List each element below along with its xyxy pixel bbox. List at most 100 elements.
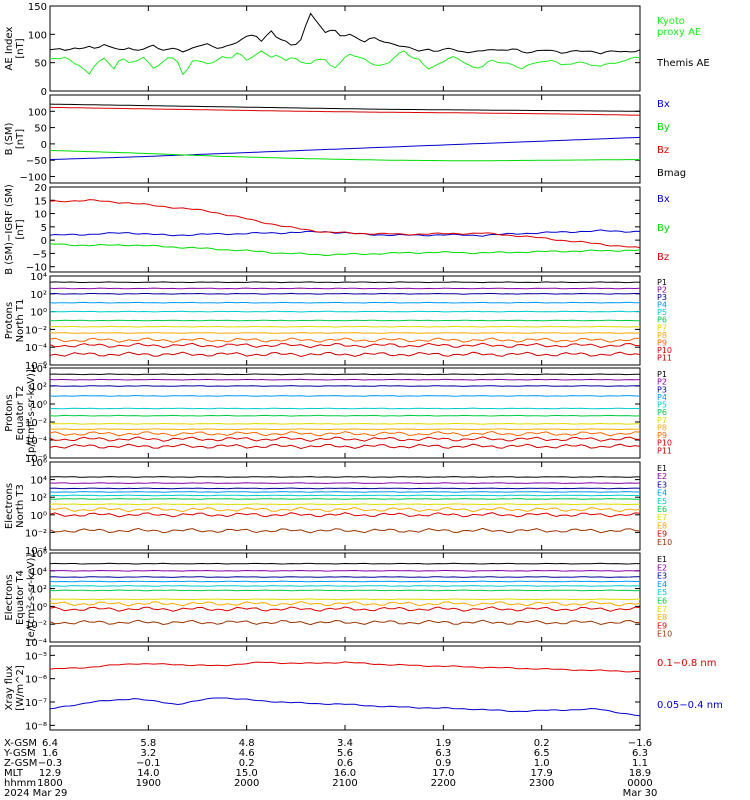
panel-frame: [49, 5, 641, 92]
ephemeris-value: 16.0: [334, 768, 356, 779]
legend-label: E6: [657, 597, 667, 606]
series-line: [49, 378, 641, 381]
ephemeris-value: 5.6: [337, 748, 353, 759]
series-line: [49, 149, 641, 162]
series-line: [49, 598, 640, 601]
legend-label: E2: [657, 563, 667, 572]
ephemeris-value: 12.9: [39, 768, 61, 779]
legend-label: E5: [657, 497, 667, 506]
legend-label: E7: [657, 513, 667, 522]
y-tick-label: 20: [34, 183, 47, 194]
y-tick-label: 10⁶: [30, 458, 47, 469]
ephemeris-value: −0.3: [38, 758, 62, 769]
y-axis-label: Xray flux: [4, 666, 15, 711]
y-axis-label: Equator T2: [15, 386, 26, 441]
series-line: [49, 482, 641, 485]
series-line: [49, 606, 641, 612]
ephemeris-value: 1.1: [632, 758, 648, 769]
legend-label: P3: [657, 385, 667, 394]
y-axis-label: Electrons: [4, 483, 15, 529]
series-line: [49, 103, 640, 112]
y-tick-label: 10⁻⁸: [25, 721, 47, 732]
series-line: [49, 498, 641, 500]
legend-label: E10: [657, 630, 672, 639]
y-tick-label: 10⁰: [30, 511, 47, 522]
legend-label: Bmag: [657, 168, 686, 179]
series-line: [49, 281, 641, 284]
series-line: [49, 301, 640, 304]
y-tick-label: 10⁴: [30, 364, 47, 375]
legend-label: By: [657, 223, 670, 234]
legend-label: E8: [657, 613, 667, 622]
series-line: [49, 243, 641, 257]
panel-4: 10⁴ 10² 10⁰ 10⁻² 10⁻⁴ 10⁻⁶ Protons North T1 P1P2…: [4, 272, 672, 372]
y-tick-label: 0: [41, 87, 47, 98]
legend-label: P2: [657, 378, 667, 387]
ephemeris-value: 3.4: [337, 738, 353, 749]
series-line: [49, 580, 640, 583]
y-axis-label: B (SM): [4, 122, 15, 155]
series-line: [49, 136, 641, 160]
ephemeris-value: Mar 30: [623, 788, 658, 799]
legend-label: E1: [657, 464, 667, 473]
y-axis-label: [p/(cm²-s-sr-keV)]: [26, 369, 37, 457]
ephemeris-value: 0.6: [337, 758, 353, 769]
legend-label: P9: [657, 338, 667, 347]
series-line: [49, 292, 641, 295]
legend-label: E5: [657, 588, 667, 597]
legend-label: E6: [657, 505, 667, 514]
y-tick-label: 10: [34, 210, 47, 221]
series-line: [49, 600, 641, 607]
ephemeris-value: 1.9: [435, 738, 451, 749]
series-line: [49, 395, 640, 397]
ephemeris-value: −1.6: [628, 738, 652, 749]
panel-3: 20 15 10 5 0 −5 −10 B (SM)−IGRF (SM) [nT] Bx By Bz: [4, 183, 670, 275]
panel-frame: [49, 367, 641, 459]
y-axis-label: Protons: [4, 394, 15, 431]
panel-5: 10⁴ 10² 10⁰ 10⁻² 10⁻⁴ 10⁻⁶ Protons Equator T2 [p…: [4, 364, 672, 465]
series-line: [49, 342, 641, 349]
y-tick-label: 10⁻²: [25, 620, 47, 631]
legend-label: P3: [657, 293, 667, 302]
y-tick-label: 10⁻²: [25, 418, 47, 429]
y-axis-label: Equator T4: [15, 570, 26, 625]
ephemeris-row-label: 2024: [4, 788, 29, 799]
y-tick-label: 50: [34, 59, 47, 70]
ephemeris-row-label: Y-GSM: [3, 748, 36, 759]
legend-label: 0.1−0.8 nm: [657, 658, 716, 669]
panel-8: 10⁻⁵ 10⁻⁶ 10⁻⁷ 10⁻⁸ Xray flux [W/m^2] 0.1−0.8 …: [4, 645, 723, 732]
legend-label: P6: [657, 408, 667, 417]
legend-label: P11: [657, 353, 672, 362]
legend-label: P1: [657, 370, 667, 379]
ephemeris-value: 6.3: [435, 748, 451, 759]
legend-label: P10: [657, 439, 672, 448]
ephemeris-value: 5.8: [140, 738, 156, 749]
legend-label: E2: [657, 472, 667, 481]
legend-label: E9: [657, 530, 667, 539]
series-line: [49, 443, 641, 450]
panel-frame: [49, 552, 641, 643]
series-line: [49, 287, 641, 290]
legend-label: E4: [657, 489, 667, 498]
series-line: [49, 385, 641, 387]
ephemeris-row-label: X-GSM: [4, 738, 37, 749]
y-tick-label: 10²: [30, 493, 47, 504]
legend-label: P8: [657, 423, 667, 432]
ephemeris-value: 3.2: [140, 748, 156, 759]
panel-frame: [49, 186, 641, 273]
series-line: [49, 428, 641, 431]
legend-label: P1: [657, 278, 667, 287]
series-line: [49, 589, 641, 592]
ephemeris-value: 6.5: [534, 748, 550, 759]
ephemeris-value: 0.2: [239, 758, 255, 769]
legend-label: Bx: [657, 99, 670, 110]
series-line: [49, 351, 641, 358]
y-tick-label: 10⁻⁴: [25, 546, 47, 557]
ephemeris-value: 2300: [529, 778, 554, 789]
y-tick-label: 10⁻²: [25, 325, 47, 336]
ephemeris-value: 2100: [332, 778, 357, 789]
legend-label: By: [657, 122, 670, 133]
y-tick-label: 10⁶: [30, 549, 47, 560]
y-tick-label: −5: [32, 249, 47, 260]
y-axis-label: [e/(cm²-s-sr-keV)]: [26, 554, 37, 642]
